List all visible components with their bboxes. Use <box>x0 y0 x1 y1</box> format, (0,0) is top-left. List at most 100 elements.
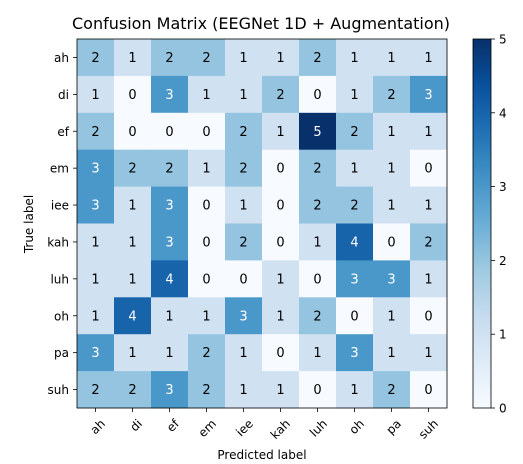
heatmap-cell <box>151 334 189 372</box>
heatmap-cell <box>336 297 374 335</box>
heatmap-cell <box>151 186 189 224</box>
y-axis-ticks: ah di ef em iee kah luh oh pa suh <box>47 51 77 397</box>
cell-value-label: 2 <box>202 346 210 361</box>
y-axis-label: True label <box>22 195 36 254</box>
cell-value-label: 2 <box>350 199 358 214</box>
cell-value-label: 1 <box>387 51 395 66</box>
heatmap-cell <box>410 75 448 114</box>
cell-value-label: 0 <box>276 162 284 177</box>
colorbar-tick-label: 0 <box>499 402 507 416</box>
heatmap-cell <box>373 75 411 114</box>
heatmap-cell <box>151 371 189 409</box>
colorbar <box>472 38 492 409</box>
heatmap-cell <box>188 186 226 224</box>
x-tick-label: luh <box>307 417 330 440</box>
heatmap-cell <box>114 223 152 261</box>
heatmap-cell <box>336 75 374 114</box>
heatmap-cell <box>188 75 226 114</box>
cell-value-label: 1 <box>424 272 432 287</box>
cell-value-label: 2 <box>387 383 395 398</box>
heatmap-cell <box>262 186 300 224</box>
heatmap-cell <box>225 297 263 335</box>
cell-value-label: 0 <box>424 309 432 324</box>
heatmap-cell <box>336 39 374 77</box>
cell-value-label: 2 <box>91 125 99 140</box>
heatmap-cell <box>188 297 226 335</box>
heatmap-cell <box>225 112 263 151</box>
heatmap-cell <box>114 260 152 298</box>
cell-value-label: 1 <box>128 346 136 361</box>
cell-value-label: 1 <box>424 125 432 140</box>
cell-value-label: 1 <box>350 383 358 398</box>
heatmap-cell <box>410 223 448 261</box>
cell-value-label: 3 <box>91 346 99 361</box>
heatmap-cell <box>262 149 300 188</box>
cell-value-label: 1 <box>128 272 136 287</box>
heatmap-cell <box>336 186 374 224</box>
y-tick-label: di <box>58 88 69 102</box>
heatmap-cell <box>151 260 189 298</box>
cell-value-label: 2 <box>313 309 321 324</box>
cell-value-label: 1 <box>91 235 99 250</box>
heatmap-cell <box>373 223 411 261</box>
cell-value-label: 0 <box>313 272 321 287</box>
x-tick-label: em <box>196 417 219 440</box>
heatmap-cell <box>299 112 337 151</box>
heatmap-cell <box>299 371 337 409</box>
heatmap-cell <box>114 371 152 409</box>
cell-value-label: 3 <box>91 199 99 214</box>
heatmap-cell <box>225 223 263 261</box>
cell-value-label: 1 <box>202 88 210 103</box>
cell-value-label: 0 <box>424 162 432 177</box>
heatmap-cell <box>77 149 115 188</box>
heatmap-cell <box>114 112 152 151</box>
colorbar-tick-label: 2 <box>499 254 507 268</box>
cell-value-label: 1 <box>128 51 136 66</box>
heatmap-cell <box>77 39 115 77</box>
cell-value-label: 2 <box>313 199 321 214</box>
cell-value-label: 1 <box>239 88 247 103</box>
cell-value-label: 3 <box>350 272 358 287</box>
cell-value-label: 1 <box>276 272 284 287</box>
heatmap-cell <box>336 149 374 188</box>
cell-value-label: 2 <box>165 162 173 177</box>
cell-value-label: 0 <box>165 125 173 140</box>
y-tick-label: ef <box>57 125 69 139</box>
x-tick-label: iee <box>233 417 256 440</box>
heatmap-cell <box>410 112 448 151</box>
cell-value-label: 4 <box>350 235 358 250</box>
cell-value-label: 2 <box>165 51 173 66</box>
cell-value-label: 1 <box>387 162 395 177</box>
heatmap-cell <box>336 371 374 409</box>
cell-value-label: 3 <box>387 272 395 287</box>
cell-value-label: 1 <box>239 51 247 66</box>
heatmap-cell <box>262 39 300 77</box>
heatmap-cell <box>410 186 448 224</box>
cell-value-label: 1 <box>202 309 210 324</box>
cell-value-label: 3 <box>91 162 99 177</box>
heatmap-cell <box>299 260 337 298</box>
cell-value-label: 0 <box>128 88 136 103</box>
cell-value-label: 2 <box>239 235 247 250</box>
cell-value-label: 2 <box>91 383 99 398</box>
cell-value-label: 2 <box>424 235 432 250</box>
cell-value-label: 2 <box>276 88 284 103</box>
cell-value-label: 1 <box>165 309 173 324</box>
heatmap-cell <box>262 260 300 298</box>
heatmap-cell <box>299 149 337 188</box>
colorbar-tick-label: 1 <box>499 328 507 342</box>
y-tick-label: em <box>50 162 69 176</box>
cell-value-label: 0 <box>276 199 284 214</box>
cell-value-label: 0 <box>313 88 321 103</box>
heatmap-cell <box>225 260 263 298</box>
cell-value-label: 1 <box>350 88 358 103</box>
cell-value-label: 0 <box>313 383 321 398</box>
heatmap-cell <box>410 371 448 409</box>
cell-value-label: 0 <box>202 235 210 250</box>
cell-value-label: 1 <box>387 346 395 361</box>
heatmap-cell <box>373 112 411 151</box>
cell-value-label: 2 <box>313 51 321 66</box>
x-tick-label: suh <box>416 417 441 442</box>
